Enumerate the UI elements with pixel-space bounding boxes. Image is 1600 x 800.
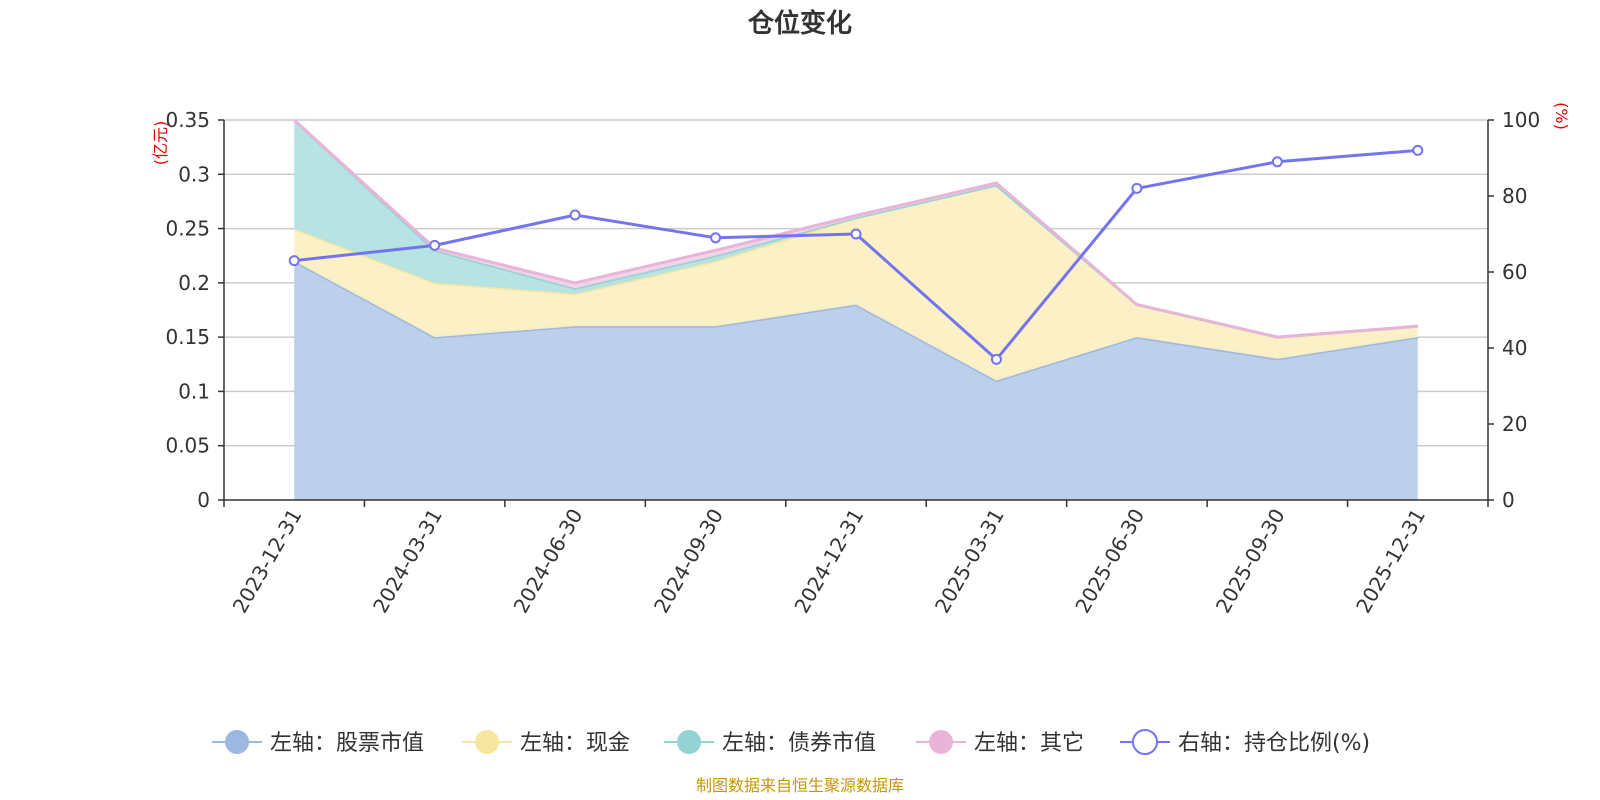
right-tick-label: 0 bbox=[1502, 488, 1515, 512]
legend-marker bbox=[1132, 729, 1158, 755]
left-tick-label: 0.2 bbox=[178, 271, 210, 295]
x-tick-label: 2025-12-31 bbox=[1351, 505, 1430, 618]
left-tick-label: 0.25 bbox=[165, 217, 210, 241]
holding-ratio-point bbox=[288, 255, 300, 267]
right-tick-label: 80 bbox=[1502, 184, 1527, 208]
right-tick-label: 100 bbox=[1502, 108, 1540, 132]
legend[interactable]: 左轴：股票市值 左轴：现金 左轴：债券市值 左轴：其它 右轴：持仓比例(%) bbox=[212, 729, 1370, 756]
left-tick-label: 0.1 bbox=[178, 379, 210, 403]
holding-ratio-point bbox=[990, 353, 1002, 365]
legend-label: 左轴：现金 bbox=[520, 731, 630, 756]
right-tick-label: 40 bbox=[1502, 336, 1527, 360]
right-axis-unit: (%) bbox=[1552, 102, 1571, 130]
area-line-3 bbox=[293, 118, 1418, 339]
legend-item-2[interactable]: 左轴：债券市值 bbox=[664, 730, 876, 756]
area-series-1 bbox=[294, 185, 1418, 381]
left-tick-label: 0 bbox=[197, 488, 210, 512]
legend-label: 左轴：其它 bbox=[974, 731, 1084, 756]
holding-ratio-point bbox=[1131, 182, 1143, 194]
legend-item-3[interactable]: 左轴：其它 bbox=[916, 730, 1084, 756]
holding-ratio-point bbox=[569, 209, 581, 221]
legend-label: 右轴：持仓比例(%) bbox=[1178, 731, 1370, 756]
left-tick-label: 0.35 bbox=[165, 108, 210, 132]
x-tick-label: 2025-09-30 bbox=[1211, 505, 1290, 618]
legend-label: 左轴：债券市值 bbox=[722, 731, 876, 756]
area-series-0 bbox=[294, 261, 1418, 500]
legend-item-0[interactable]: 左轴：股票市值 bbox=[212, 730, 424, 756]
x-tick-label: 2024-09-30 bbox=[649, 505, 728, 618]
chart-title: 仓位变化 bbox=[747, 8, 852, 39]
legend-item-1[interactable]: 左轴：现金 bbox=[462, 730, 630, 756]
left-tick-label: 0.15 bbox=[165, 325, 210, 349]
x-tick-label: 2023-12-31 bbox=[228, 505, 307, 618]
holding-ratio-point bbox=[429, 239, 441, 251]
left-axis-unit: (亿元) bbox=[151, 121, 170, 166]
x-tick-label: 2025-03-31 bbox=[930, 505, 1009, 618]
holding-ratio-point bbox=[850, 228, 862, 240]
legend-marker bbox=[225, 730, 249, 754]
holding-ratio-line bbox=[288, 144, 1424, 365]
x-tick-label: 2024-03-31 bbox=[368, 505, 447, 618]
right-tick-label: 60 bbox=[1502, 260, 1527, 284]
x-tick-label: 2024-06-30 bbox=[509, 505, 588, 618]
x-tick-label: 2024-12-31 bbox=[789, 505, 868, 618]
x-tick-label: 2025-06-30 bbox=[1070, 505, 1149, 618]
left-tick-label: 0.05 bbox=[165, 434, 210, 458]
left-tick-label: 0.3 bbox=[178, 162, 210, 186]
data-source-note: 制图数据来自恒生聚源数据库 bbox=[696, 776, 904, 795]
stacked-areas bbox=[293, 118, 1419, 500]
right-tick-label: 20 bbox=[1502, 412, 1527, 436]
legend-marker bbox=[475, 730, 499, 754]
legend-marker bbox=[929, 730, 953, 754]
holding-ratio-point bbox=[1271, 156, 1283, 168]
legend-marker bbox=[677, 730, 701, 754]
holding-ratio-point bbox=[1412, 144, 1424, 156]
legend-label: 左轴：股票市值 bbox=[270, 731, 424, 756]
holding-ratio-point bbox=[710, 232, 722, 244]
legend-item-4[interactable]: 右轴：持仓比例(%) bbox=[1120, 729, 1370, 756]
